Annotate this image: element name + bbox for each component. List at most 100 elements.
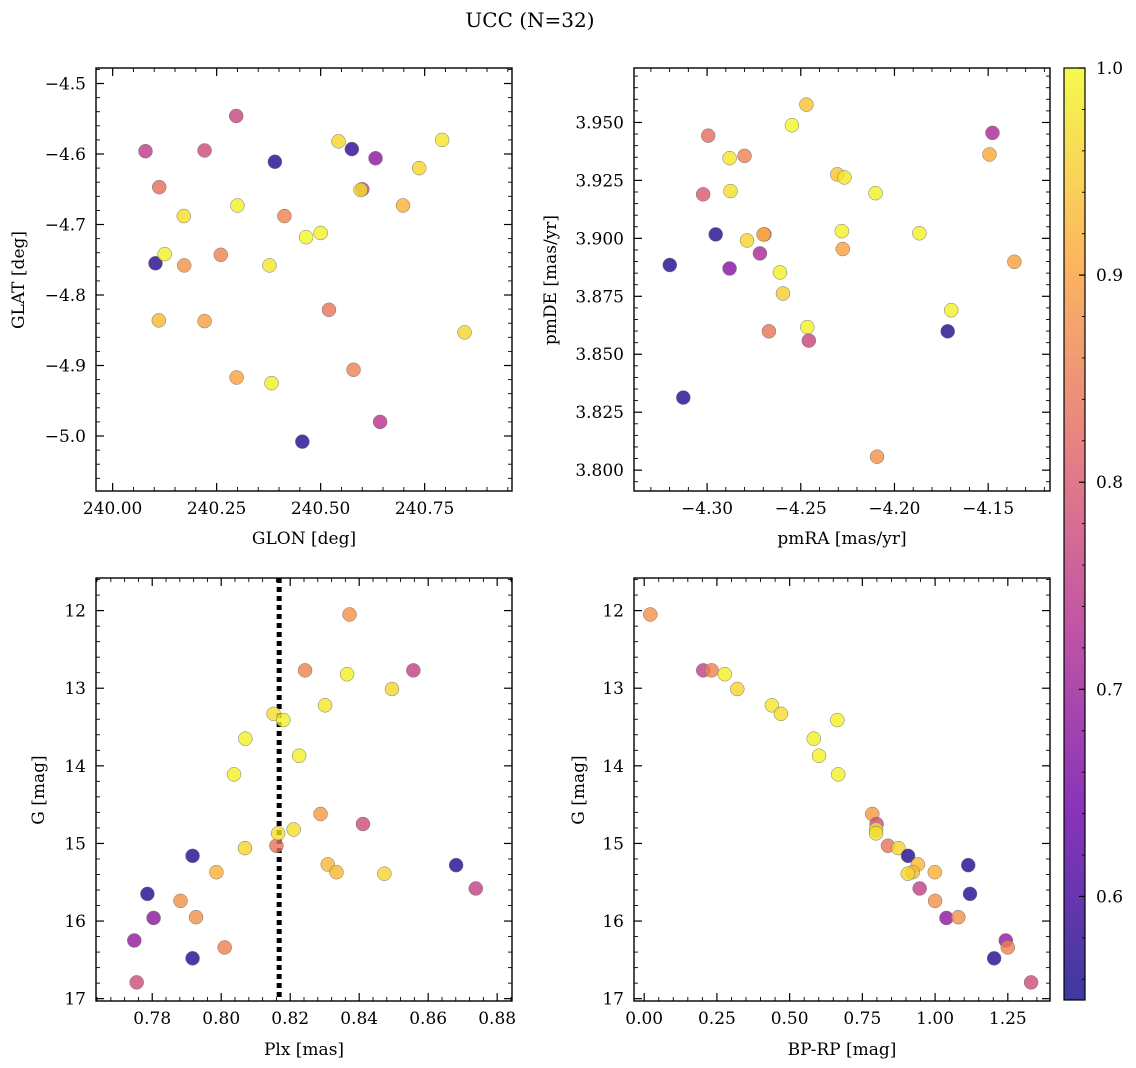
x-axis-label: Plx [mas] [264, 1040, 344, 1060]
scatter-point [764, 698, 780, 713]
scatter-point [1023, 975, 1039, 990]
y-tick-label: 14 [602, 757, 624, 777]
scatter-point [834, 223, 850, 239]
scatter-point [761, 324, 777, 339]
scatter-point [329, 864, 344, 880]
x-tick-label: 0.50 [771, 1009, 809, 1029]
scatter-point [176, 208, 192, 224]
y-tick-label: −4.9 [45, 357, 86, 377]
scatter-point [226, 767, 242, 782]
scatter-point [151, 313, 167, 328]
scatter-point [209, 864, 224, 880]
scatter-point [228, 108, 244, 124]
scatter-point [339, 666, 355, 682]
x-tick-label: 0.75 [843, 1009, 881, 1029]
scatter-point [717, 666, 733, 682]
panel-glon-glat: 240.00 240.25 240.50 240.75 −5.0 −4.9 −4.8 −4.7… [9, 67, 513, 549]
scatter-point [262, 258, 277, 273]
scatter-point [129, 975, 144, 990]
scatter-point [185, 848, 200, 864]
y-tick-label: 3.875 [575, 287, 624, 307]
scatter-point [775, 286, 791, 301]
scatter-point [927, 893, 943, 909]
scatter-point [229, 370, 244, 385]
scatter-point [756, 227, 771, 242]
scatter-point [752, 246, 768, 261]
x-tick-label: 0.82 [271, 1009, 309, 1029]
x-tick-label: −4.15 [962, 499, 1014, 519]
scatter-point [806, 731, 822, 746]
x-tick-label: 240.75 [395, 499, 454, 519]
scatter-point [213, 247, 229, 263]
y-tick-label: 12 [64, 602, 86, 622]
x-tick-label: −4.30 [681, 499, 733, 519]
scatter-point [704, 663, 719, 678]
scatter-point [298, 229, 314, 245]
colorbar-tick-label: 0.6 [1096, 887, 1123, 907]
x-tick-label: 240.25 [187, 499, 246, 519]
scatter-point [1007, 254, 1022, 270]
x-tick-label: −4.25 [775, 499, 827, 519]
scatter-point [313, 225, 328, 241]
scatter-point [900, 848, 916, 864]
x-tick-label: 0.78 [133, 1009, 171, 1029]
scatter-point [188, 909, 204, 925]
panel-pmra-pmde: −4.30 −4.25 −4.20 −4.15 3.800 3.825 3.850 3.875… [541, 67, 1051, 549]
colorbar-tick-label: 0.7 [1096, 680, 1123, 700]
y-tick-label: 17 [64, 990, 86, 1010]
scatter-point [313, 806, 328, 822]
scatter-point [138, 143, 153, 159]
x-tick-label: 0.80 [202, 1009, 240, 1029]
colorbar-gradient [1063, 67, 1086, 1001]
y-tick-label: 13 [602, 679, 624, 699]
scatter-point [868, 185, 883, 201]
scatter-point [173, 893, 188, 909]
y-tick-label: −4.6 [45, 145, 86, 165]
scatter-point [185, 951, 200, 966]
colorbar-tick-label: 0.9 [1096, 266, 1123, 286]
scatter-point [297, 663, 313, 678]
scatter-point [835, 241, 850, 257]
x-tick-label: 1.25 [989, 1009, 1027, 1029]
scatter-point [722, 150, 737, 166]
plot-frame [95, 577, 513, 1002]
scatter-point [723, 183, 738, 199]
colorbar: 0.6 0.7 0.8 0.9 1.0 [1063, 59, 1123, 1001]
scatter-point [940, 324, 955, 339]
x-tick-label: 240.50 [291, 499, 350, 519]
scatter-point [146, 910, 161, 926]
scatter-point [264, 375, 279, 391]
scatter-point [291, 748, 307, 763]
scatter-point [985, 125, 1000, 141]
scatter-point [411, 160, 427, 176]
x-tick-label: 0.84 [340, 1009, 378, 1029]
y-tick-label: −5.0 [45, 427, 86, 447]
scatter-point [321, 302, 337, 318]
scatter-point [230, 198, 245, 213]
y-tick-label: 15 [64, 834, 86, 854]
scatter-point [140, 886, 155, 902]
scatter-point [830, 712, 845, 728]
scatter-point [238, 731, 253, 746]
scatter-point [434, 132, 450, 148]
plot-frame [95, 67, 513, 492]
scatter-point [1000, 940, 1016, 955]
scatter-point [869, 449, 885, 464]
y-tick-label: 14 [64, 757, 86, 777]
scatter-point [276, 712, 291, 728]
scatter-point [197, 313, 212, 329]
scatter-point [830, 767, 846, 782]
scatter-point [900, 866, 915, 881]
scatter-point [662, 257, 678, 273]
scatter-point [837, 170, 852, 185]
scatter-point [317, 698, 333, 713]
y-tick-label: 16 [602, 912, 624, 932]
scatter-point [722, 261, 737, 276]
scatter-point [217, 940, 232, 955]
y-axis-label: G [mag] [569, 755, 589, 824]
scatter-point [286, 822, 301, 837]
colorbar-tick-label: 1.0 [1096, 59, 1123, 79]
scatter-point [270, 826, 286, 841]
scatter-point [127, 933, 142, 948]
